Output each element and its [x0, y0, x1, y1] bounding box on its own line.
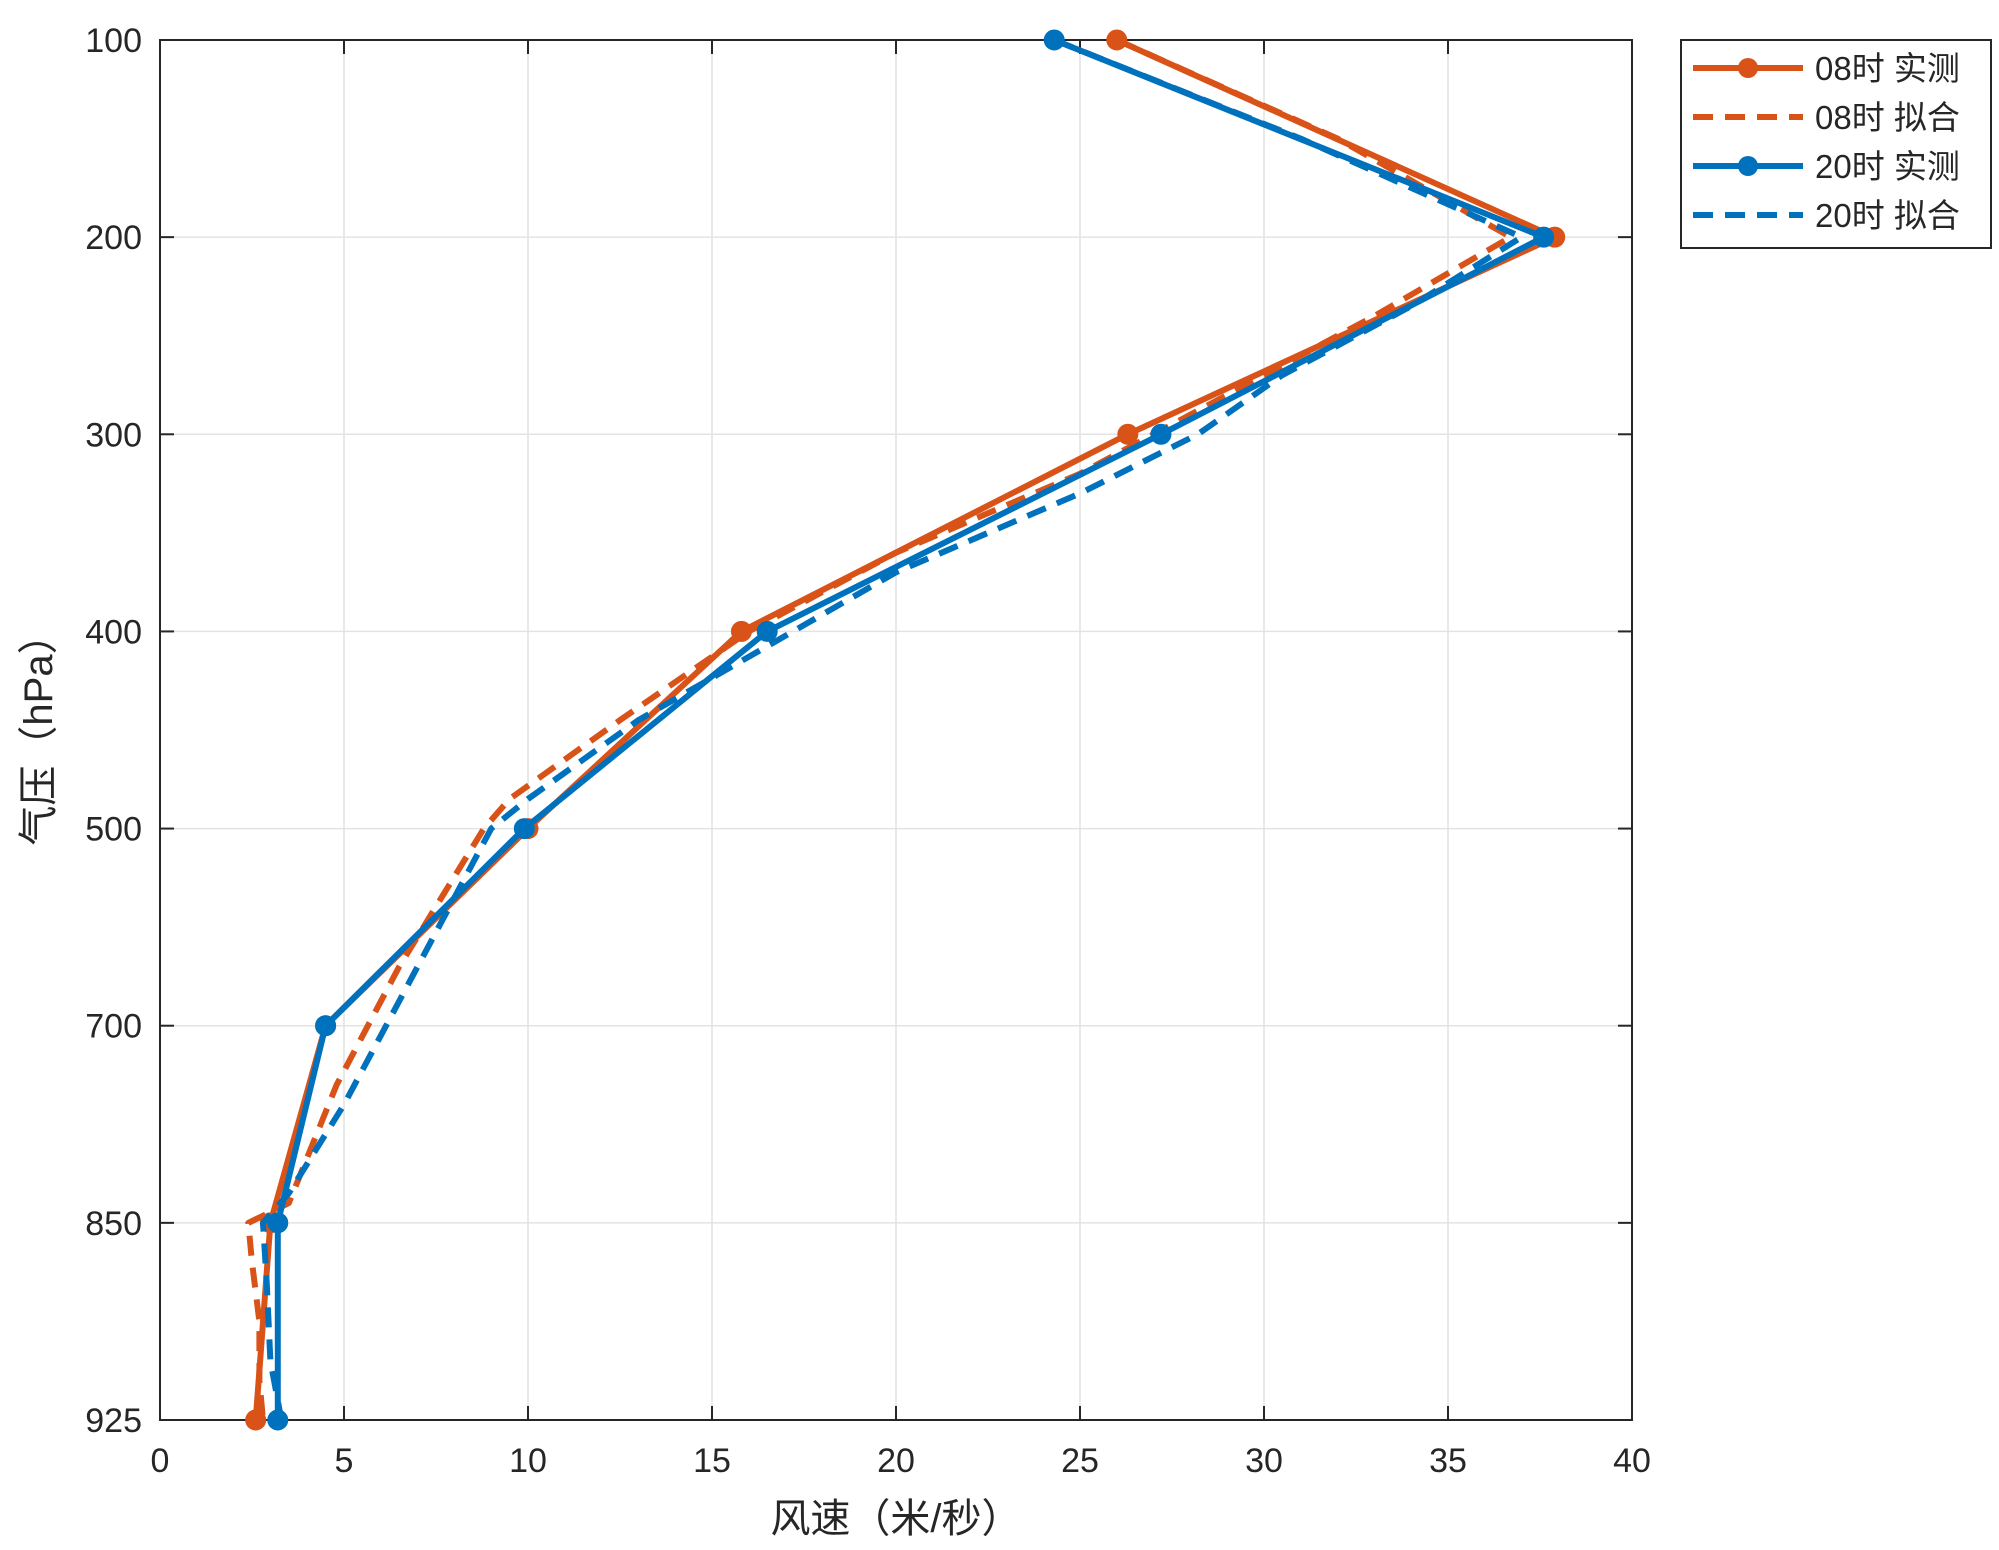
y-tick-label: 100 [85, 22, 142, 60]
x-tick-label: 5 [335, 1442, 354, 1480]
axis-ticks: 0 5 10 15 20 25 30 35 40 100 200 300 400 500 700 850 925 [85, 22, 1651, 1480]
legend: 08时 实测 08时 拟合 20时 实测 20时 拟合 [1680, 39, 1992, 249]
series-line [260, 37, 1525, 1421]
data-point [513, 818, 535, 840]
x-tick-label: 20 [877, 1442, 915, 1480]
y-tick-label: 700 [85, 1008, 142, 1046]
y-tick-label: 500 [85, 811, 142, 849]
x-tick-label: 15 [693, 1442, 731, 1480]
data-point [1150, 423, 1172, 445]
y-tick-label: 850 [85, 1205, 142, 1243]
x-tick-label: 10 [509, 1442, 547, 1480]
x-tick-label: 40 [1613, 1442, 1651, 1480]
y-tick-label: 925 [85, 1402, 142, 1440]
grid-lines [160, 40, 1632, 1420]
y-tick-label: 300 [85, 416, 142, 454]
series-layer [245, 29, 1566, 1431]
legend-entry: 08时 拟合 [1693, 99, 1960, 136]
x-tick-label: 35 [1429, 1442, 1467, 1480]
data-point [1117, 423, 1139, 445]
legend-entry: 20时 拟合 [1693, 197, 1960, 234]
y-axis-title: 气压（hPa） [17, 614, 61, 845]
legend-label: 20时 实测 [1815, 148, 1960, 185]
y-tick-label: 200 [85, 219, 142, 257]
legend-marker [1738, 156, 1758, 176]
x-axis-title: 风速（米/秒） [770, 1497, 1021, 1541]
legend-entry: 20时 实测 [1693, 148, 1960, 185]
x-tick-label: 25 [1061, 1442, 1099, 1480]
data-point [1533, 226, 1555, 248]
y-tick-label: 400 [85, 613, 142, 651]
legend-label: 08时 实测 [1815, 50, 1960, 87]
series-3 [267, 29, 1555, 1431]
data-point [756, 620, 778, 642]
x-tick-label: 30 [1245, 1442, 1283, 1480]
legend-entry: 08时 实测 [1693, 50, 1960, 87]
data-point [315, 1015, 337, 1037]
legend-marker [1738, 58, 1758, 78]
x-tick-label: 0 [151, 1442, 170, 1480]
legend-label: 08时 拟合 [1815, 99, 1960, 136]
series-line [274, 37, 1547, 1420]
series-4 [260, 37, 1525, 1421]
legend-label: 20时 拟合 [1815, 197, 1960, 234]
data-point [267, 1212, 289, 1234]
